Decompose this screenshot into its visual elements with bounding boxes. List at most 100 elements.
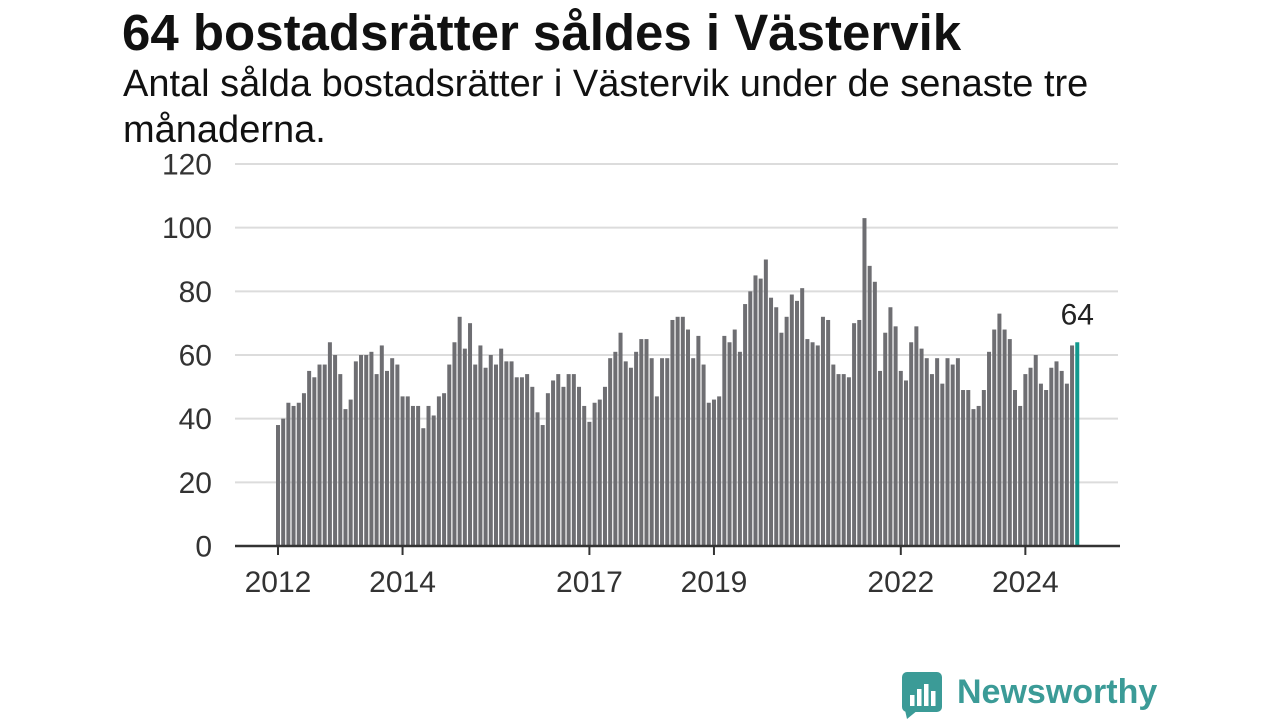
bar <box>820 316 825 546</box>
bar <box>981 390 986 546</box>
latest-value-label: 64 <box>1061 298 1094 331</box>
bar <box>634 351 639 546</box>
bar-chart: 0 20 40 60 80 100 120 2012 2014 2017 2019 2022 2024… <box>162 149 1120 599</box>
bar <box>587 421 592 546</box>
bar <box>758 278 763 546</box>
x-tick-label: 2017 <box>556 566 623 599</box>
bar <box>551 380 556 546</box>
bar <box>810 342 815 546</box>
bar <box>322 364 327 546</box>
bar <box>286 402 291 546</box>
bar <box>276 425 280 546</box>
bar <box>997 313 1002 546</box>
bar <box>743 304 748 546</box>
bar <box>1059 370 1064 546</box>
bar <box>680 316 685 546</box>
bar <box>618 332 623 546</box>
bar <box>436 396 441 546</box>
bar <box>846 377 851 546</box>
bar <box>281 418 286 546</box>
bar <box>535 412 540 546</box>
bar <box>442 393 447 546</box>
bar <box>395 364 400 546</box>
x-tick-label: 2022 <box>867 566 934 599</box>
bar <box>1012 390 1017 546</box>
bar <box>1044 390 1049 546</box>
bar <box>374 374 379 546</box>
bar <box>343 409 348 546</box>
bar <box>800 288 805 546</box>
bar <box>852 323 857 546</box>
bar <box>929 374 934 546</box>
x-tick-label: 2012 <box>245 566 312 599</box>
bar <box>955 358 960 546</box>
bar <box>639 339 644 546</box>
bar <box>312 377 317 546</box>
bar <box>862 218 867 546</box>
bar <box>971 409 976 546</box>
annotations: 64 <box>1061 298 1094 331</box>
chart-subtitle: Antal sålda bostadsrätter i Västervik un… <box>123 63 1089 151</box>
y-tick-label: 80 <box>179 276 212 309</box>
bar <box>597 399 602 546</box>
bar <box>577 386 582 546</box>
bar <box>561 386 566 546</box>
bar <box>919 348 924 546</box>
bar <box>732 329 737 546</box>
bar <box>717 396 722 546</box>
bar <box>784 316 789 546</box>
bar <box>359 355 364 546</box>
bar <box>706 402 711 546</box>
y-tick-label: 120 <box>162 149 212 182</box>
bar <box>452 342 457 546</box>
bar <box>888 307 893 546</box>
bar <box>447 364 452 546</box>
y-tick-label: 40 <box>179 403 212 436</box>
bar <box>416 405 421 546</box>
bar <box>769 297 774 546</box>
bar <box>483 367 488 546</box>
y-tick-label: 0 <box>195 531 212 564</box>
bar <box>644 339 649 546</box>
bar <box>727 342 732 546</box>
bar <box>327 342 332 546</box>
bar <box>660 358 665 546</box>
bar <box>296 402 301 546</box>
bar <box>405 396 410 546</box>
bar <box>789 294 794 546</box>
bar <box>478 345 483 546</box>
bar <box>961 390 966 546</box>
bar <box>379 345 384 546</box>
bar <box>992 329 997 546</box>
bar <box>421 428 426 546</box>
x-tick-label: 2019 <box>681 566 748 599</box>
bar <box>525 374 530 546</box>
bar <box>426 405 431 546</box>
bar <box>623 361 628 546</box>
bar <box>940 383 945 546</box>
bar <box>457 316 462 546</box>
bar <box>384 370 389 546</box>
bar <box>571 374 576 546</box>
bar <box>654 396 659 546</box>
bar <box>841 374 846 546</box>
bar <box>763 259 768 546</box>
bar <box>748 291 753 546</box>
y-tick-label: 100 <box>162 212 212 245</box>
bar <box>945 358 950 546</box>
x-tick-label: 2024 <box>992 566 1059 599</box>
bar <box>556 374 561 546</box>
bar <box>898 370 903 546</box>
bar <box>1049 367 1054 546</box>
chart-title: 64 bostadsrätter såldes i Västervik <box>122 4 962 61</box>
bar <box>545 393 550 546</box>
bar <box>369 351 374 546</box>
bar <box>701 364 706 546</box>
bar <box>976 405 981 546</box>
bar <box>462 348 467 546</box>
bar <box>608 358 613 546</box>
y-tick-label: 60 <box>179 340 212 373</box>
bars <box>276 218 1080 546</box>
bar <box>348 399 353 546</box>
bar <box>364 355 369 546</box>
